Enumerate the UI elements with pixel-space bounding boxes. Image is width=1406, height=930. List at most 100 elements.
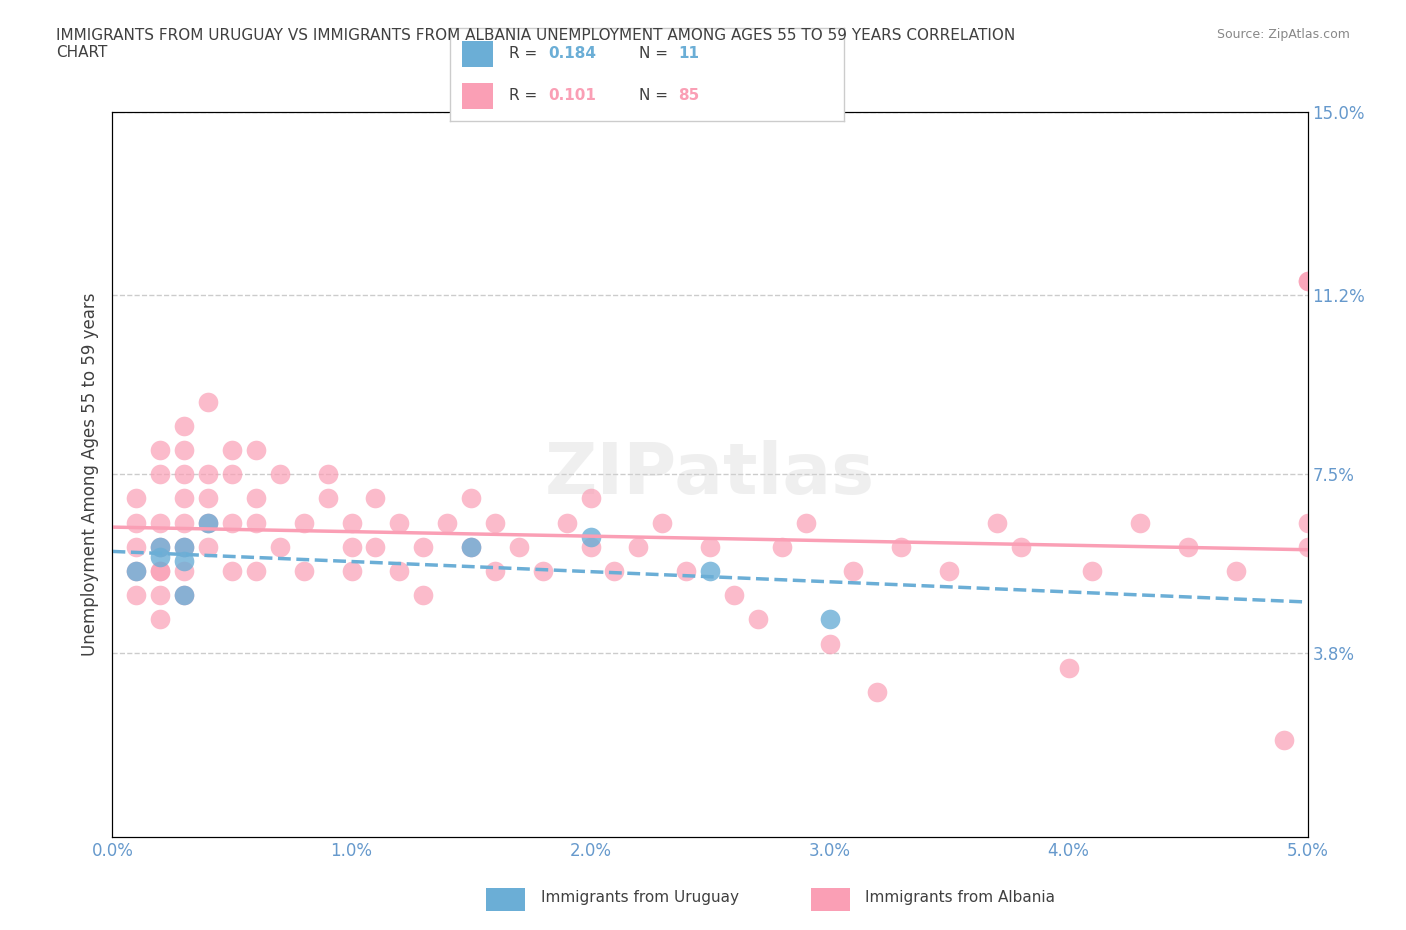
Point: [173, 515, 195, 530]
Point: [197, 515, 219, 530]
Point: [197, 394, 219, 409]
Point: [460, 539, 482, 554]
Point: [794, 515, 817, 530]
Point: [197, 515, 219, 530]
Point: [125, 491, 148, 506]
Point: [149, 588, 172, 603]
Point: [388, 515, 411, 530]
Point: [173, 554, 195, 569]
Point: [579, 491, 602, 506]
Text: 85: 85: [678, 88, 700, 103]
Point: [436, 515, 458, 530]
Point: [173, 539, 195, 554]
Point: [316, 491, 339, 506]
Point: [221, 467, 243, 482]
FancyBboxPatch shape: [486, 888, 526, 911]
Point: [245, 491, 267, 506]
Point: [149, 549, 172, 564]
FancyBboxPatch shape: [461, 41, 494, 67]
Point: [460, 539, 482, 554]
Point: [197, 467, 219, 482]
Point: [173, 443, 195, 458]
Point: [627, 539, 650, 554]
Point: [412, 588, 434, 603]
Text: N =: N =: [638, 46, 672, 61]
Text: N =: N =: [638, 88, 672, 103]
Point: [125, 588, 148, 603]
Point: [675, 564, 697, 578]
Point: [1272, 733, 1295, 748]
Point: [1296, 539, 1319, 554]
Point: [221, 564, 243, 578]
Point: [269, 539, 291, 554]
Point: [412, 539, 434, 554]
Point: [125, 564, 148, 578]
Point: [818, 636, 841, 651]
Point: [245, 515, 267, 530]
Point: [245, 564, 267, 578]
Point: [125, 539, 148, 554]
Point: [866, 684, 889, 699]
Point: [221, 515, 243, 530]
Point: [484, 515, 506, 530]
Point: [603, 564, 626, 578]
Point: [316, 467, 339, 482]
Text: IMMIGRANTS FROM URUGUAY VS IMMIGRANTS FROM ALBANIA UNEMPLOYMENT AMONG AGES 55 TO: IMMIGRANTS FROM URUGUAY VS IMMIGRANTS FR…: [56, 28, 1015, 60]
Point: [1010, 539, 1032, 554]
Point: [579, 530, 602, 545]
Point: [699, 539, 721, 554]
Point: [292, 564, 315, 578]
Point: [484, 564, 506, 578]
Point: [149, 564, 172, 578]
Point: [818, 612, 841, 627]
Text: R =: R =: [509, 46, 543, 61]
Point: [173, 564, 195, 578]
Text: 0.184: 0.184: [548, 46, 596, 61]
Point: [747, 612, 769, 627]
Point: [173, 418, 195, 433]
Point: [149, 539, 172, 554]
Point: [197, 491, 219, 506]
Point: [125, 564, 148, 578]
Point: [460, 491, 482, 506]
Point: [292, 515, 315, 530]
Point: [579, 539, 602, 554]
Point: [723, 588, 745, 603]
Point: [173, 491, 195, 506]
Point: [149, 539, 172, 554]
Point: [173, 588, 195, 603]
Point: [555, 515, 578, 530]
Point: [651, 515, 673, 530]
Point: [1057, 660, 1080, 675]
Point: [149, 612, 172, 627]
Point: [388, 564, 411, 578]
Point: [842, 564, 865, 578]
Point: [1177, 539, 1199, 554]
Point: [770, 539, 793, 554]
Point: [197, 539, 219, 554]
Point: [1129, 515, 1152, 530]
Y-axis label: Unemployment Among Ages 55 to 59 years: Unemployment Among Ages 55 to 59 years: [80, 293, 98, 656]
Point: [364, 539, 387, 554]
Text: Source: ZipAtlas.com: Source: ZipAtlas.com: [1216, 28, 1350, 41]
Point: [364, 491, 387, 506]
Point: [938, 564, 960, 578]
Point: [1225, 564, 1247, 578]
Point: [986, 515, 1008, 530]
Point: [173, 588, 195, 603]
Point: [1296, 515, 1319, 530]
Point: [340, 515, 363, 530]
Point: [149, 515, 172, 530]
Point: [149, 443, 172, 458]
Point: [125, 515, 148, 530]
Point: [149, 564, 172, 578]
Point: [149, 467, 172, 482]
Text: ZIPatlas: ZIPatlas: [546, 440, 875, 509]
Point: [221, 443, 243, 458]
Text: R =: R =: [509, 88, 543, 103]
Point: [173, 539, 195, 554]
Point: [890, 539, 912, 554]
Point: [531, 564, 554, 578]
Text: 0.101: 0.101: [548, 88, 596, 103]
Text: Immigrants from Albania: Immigrants from Albania: [866, 890, 1056, 905]
